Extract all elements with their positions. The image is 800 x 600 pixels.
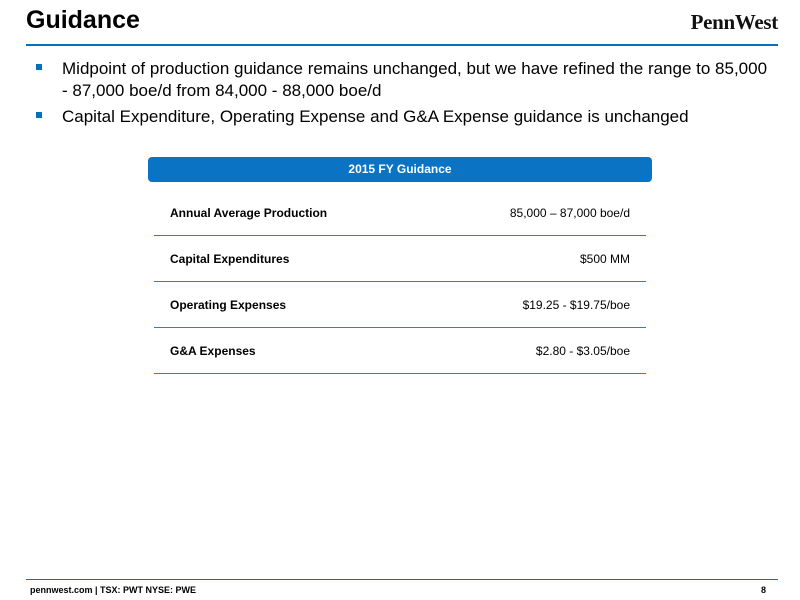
row-value: 85,000 – 87,000 boe/d	[509, 205, 630, 220]
row-label: Capital Expenditures	[170, 251, 290, 266]
table-row: Capital Expenditures $500 MM	[154, 236, 646, 282]
footer-text: pennwest.com | TSX: PWT NYSE: PWE	[30, 585, 197, 595]
row-value: $2.80 - $3.05/boe	[535, 343, 630, 358]
bullet-item: Midpoint of production guidance remains …	[36, 58, 776, 102]
pennwest-logo: PennWest	[690, 10, 779, 34]
row-label: G&A Expenses	[170, 343, 256, 358]
square-bullet-icon	[36, 112, 42, 118]
guidance-table-header: 2015 FY Guidance	[148, 157, 652, 182]
row-value: $19.25 - $19.75/boe	[522, 297, 630, 312]
bullet-list: Midpoint of production guidance remains …	[36, 58, 776, 132]
table-row: Operating Expenses $19.25 - $19.75/boe	[154, 282, 646, 328]
bullet-text: Midpoint of production guidance remains …	[62, 59, 768, 100]
row-value: $500 MM	[579, 251, 630, 266]
row-label: Annual Average Production	[170, 205, 328, 220]
footer-divider	[26, 579, 778, 580]
bullet-item: Capital Expenditure, Operating Expense a…	[36, 106, 776, 128]
table-row: G&A Expenses $2.80 - $3.05/boe	[154, 328, 646, 374]
square-bullet-icon	[36, 64, 42, 70]
table-row: Annual Average Production 85,000 – 87,00…	[154, 190, 646, 236]
bullet-text: Capital Expenditure, Operating Expense a…	[62, 107, 689, 126]
guidance-table: Annual Average Production 85,000 – 87,00…	[154, 190, 646, 374]
title-divider	[26, 44, 778, 46]
page-number: 8	[760, 585, 766, 595]
slide-title: Guidance	[26, 6, 140, 34]
row-label: Operating Expenses	[170, 297, 287, 312]
